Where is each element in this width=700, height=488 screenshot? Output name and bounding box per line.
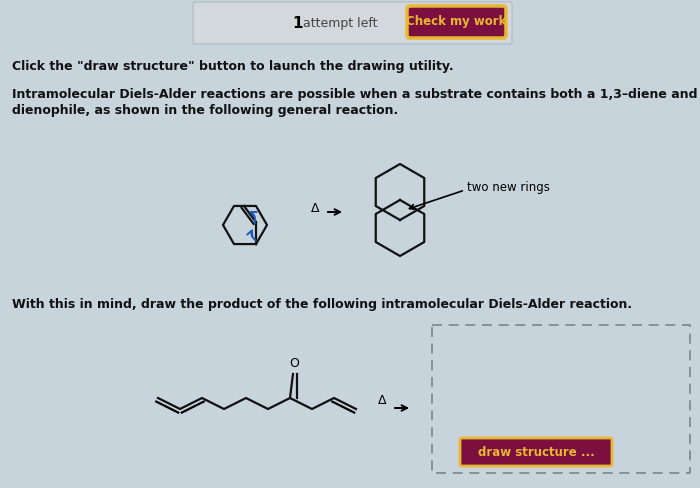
FancyBboxPatch shape <box>460 438 612 466</box>
Text: O: O <box>289 357 299 370</box>
FancyBboxPatch shape <box>193 2 512 44</box>
Text: Check my work: Check my work <box>406 16 506 28</box>
Text: attempt left: attempt left <box>302 17 377 29</box>
Text: Δ: Δ <box>311 202 319 215</box>
Text: 1: 1 <box>293 16 303 30</box>
Text: Intramolecular Diels-Alder reactions are possible when a substrate contains both: Intramolecular Diels-Alder reactions are… <box>12 88 700 101</box>
Text: With this in mind, draw the product of the following intramolecular Diels-Alder : With this in mind, draw the product of t… <box>12 298 632 311</box>
Text: Click the "draw structure" button to launch the drawing utility.: Click the "draw structure" button to lau… <box>12 60 454 73</box>
Text: dienophile, as shown in the following general reaction.: dienophile, as shown in the following ge… <box>12 104 398 117</box>
Text: Δ: Δ <box>378 393 386 407</box>
Bar <box>432 325 690 473</box>
FancyBboxPatch shape <box>407 6 506 38</box>
Text: two new rings: two new rings <box>467 182 550 195</box>
Text: draw structure ...: draw structure ... <box>477 446 594 459</box>
